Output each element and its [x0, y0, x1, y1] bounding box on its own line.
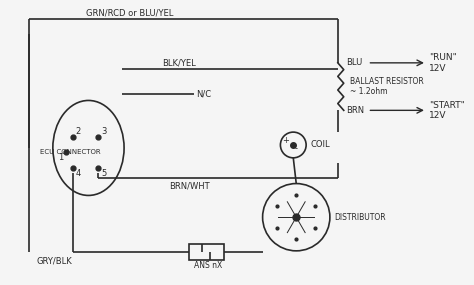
Text: GRY/BLK: GRY/BLK — [36, 256, 72, 265]
Text: 4: 4 — [75, 169, 81, 178]
Text: GRN/RCD or BLU/YEL: GRN/RCD or BLU/YEL — [86, 9, 173, 18]
Text: ANS nX: ANS nX — [194, 261, 223, 270]
Text: 3: 3 — [101, 127, 107, 136]
Text: 5: 5 — [101, 169, 107, 178]
Text: BRN/WHT: BRN/WHT — [170, 181, 210, 190]
Text: "RUN"
12V: "RUN" 12V — [429, 53, 456, 73]
Text: 1: 1 — [58, 153, 63, 162]
Text: -: - — [295, 144, 298, 153]
Text: BLK/YEL: BLK/YEL — [163, 58, 196, 67]
Text: "START"
12V: "START" 12V — [429, 101, 465, 120]
Text: ECU CONNECTOR: ECU CONNECTOR — [40, 149, 101, 155]
Text: N/C: N/C — [196, 89, 211, 98]
Text: DISTRIBUTOR: DISTRIBUTOR — [334, 213, 385, 222]
Text: BALLAST RESISTOR
~ 1.2ohm: BALLAST RESISTOR ~ 1.2ohm — [350, 77, 423, 96]
Text: BLU: BLU — [346, 58, 362, 67]
Text: +: + — [282, 136, 289, 144]
Text: COIL: COIL — [310, 141, 330, 149]
Text: BRN: BRN — [346, 106, 364, 115]
Text: 2: 2 — [75, 127, 81, 136]
Bar — [190, 244, 224, 260]
